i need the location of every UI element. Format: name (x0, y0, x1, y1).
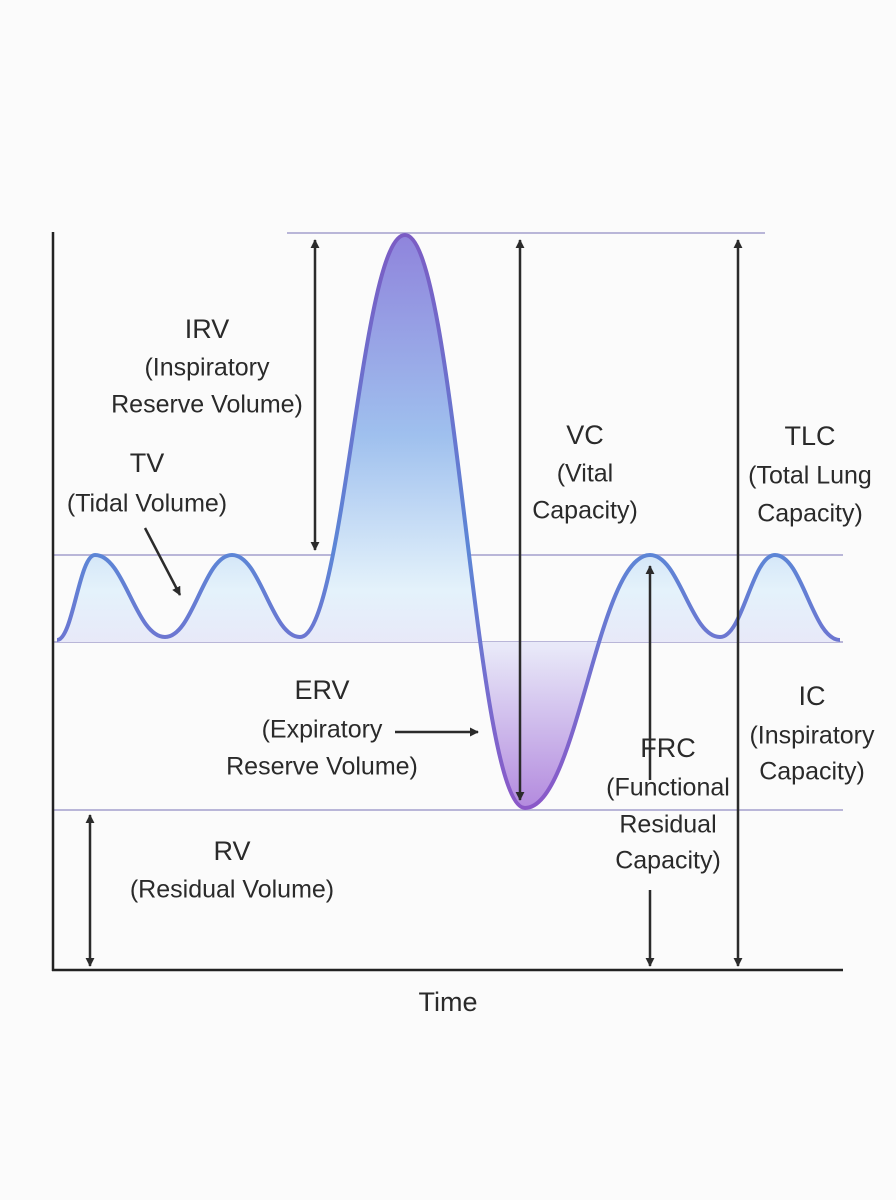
label-line: (Vital (557, 460, 614, 488)
label-line: Capacity) (759, 758, 865, 786)
label-line: Residual (619, 811, 716, 839)
label-line: (Inspiratory (144, 354, 270, 382)
label-line: Capacity) (615, 847, 721, 875)
x-axis-label: Time (419, 987, 478, 1017)
label-line: Reserve Volume) (226, 753, 418, 781)
label-abbr: ERV (294, 675, 349, 705)
label-line: Reserve Volume) (111, 391, 303, 419)
label-abbr: IC (799, 681, 826, 711)
label-line: (Total Lung (748, 462, 872, 490)
volume-area (57, 235, 840, 808)
volume-curve (56, 232, 841, 811)
label-abbr: FRC (640, 733, 696, 763)
labels: IRV (Inspiratory Reserve Volume) TV (Tid… (67, 314, 875, 1017)
label-line: (Functional (606, 774, 730, 802)
label-abbr: TLC (784, 421, 835, 451)
label-line: (Inspiratory (749, 722, 875, 750)
label-abbr: VC (566, 420, 604, 450)
label-abbr: RV (213, 836, 250, 866)
arrows (85, 239, 743, 967)
tv-arrow (143, 527, 182, 596)
label-abbr: TV (130, 448, 165, 478)
label-line: Capacity) (532, 497, 638, 525)
label-line: (Tidal Volume) (67, 490, 227, 518)
label-line: (Residual Volume) (130, 876, 334, 904)
label-line: Capacity) (757, 500, 863, 528)
label-abbr: IRV (185, 314, 230, 344)
label-line: (Expiratory (262, 716, 383, 744)
